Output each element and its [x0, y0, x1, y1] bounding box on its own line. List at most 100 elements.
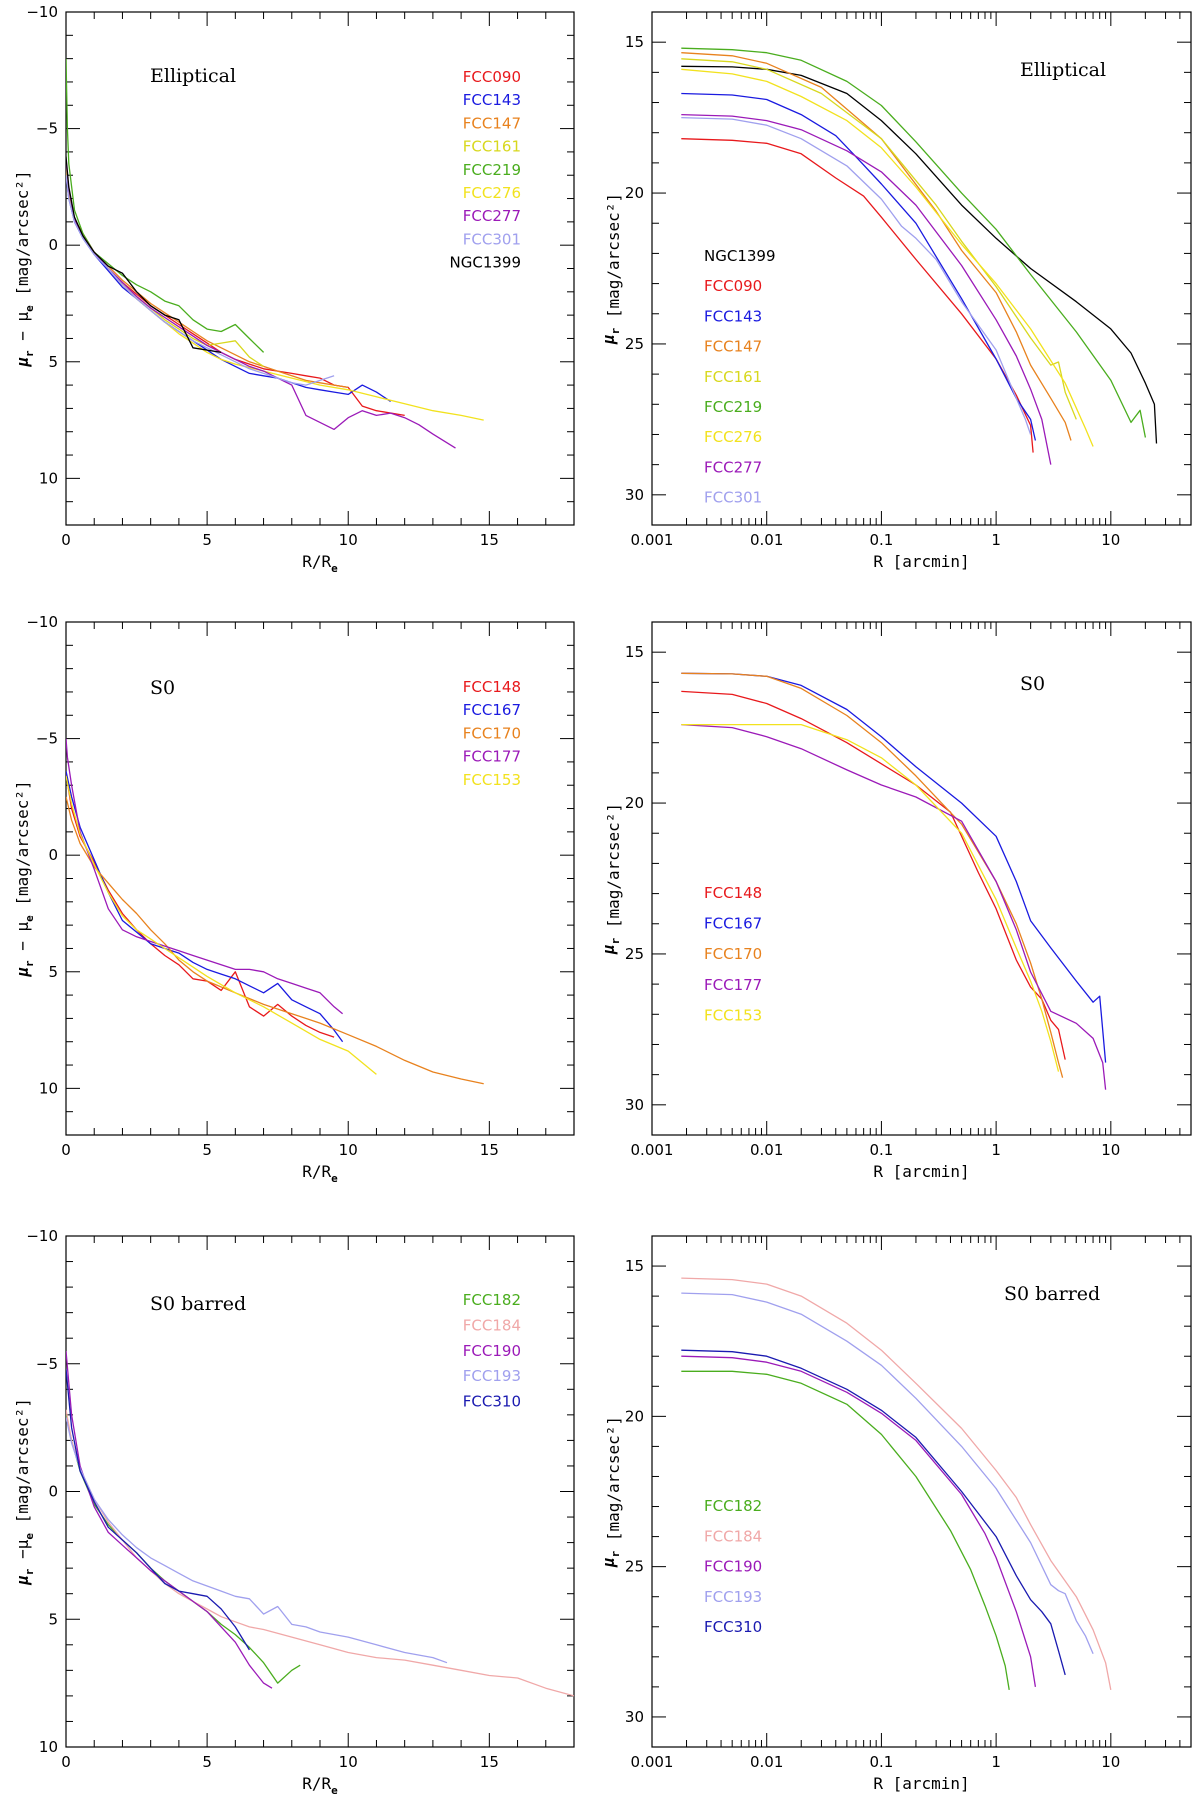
- series-line-fcc170: [66, 796, 484, 1085]
- series-line-fcc167: [681, 672, 1107, 1063]
- series-line-fcc184: [66, 1409, 574, 1697]
- panel-title: Elliptical: [150, 65, 236, 87]
- y-axis-title: μr −μe [mag/arcsec²]: [13, 1398, 36, 1586]
- x-axis-title: R/Re: [302, 1162, 338, 1185]
- series-line-fcc161: [66, 168, 264, 367]
- panel-title: S0 barred: [1004, 1283, 1100, 1305]
- series-line-fcc143: [66, 175, 391, 402]
- legend-entry-fcc276: FCC276: [704, 428, 762, 446]
- x-axis-title: R/Re: [302, 1774, 338, 1797]
- series-line-fcc219: [681, 47, 1147, 438]
- x-tick-label: 1: [991, 1141, 1001, 1159]
- legend-entry-fcc301: FCC301: [704, 489, 762, 507]
- x-tick-label: 0.01: [750, 1141, 783, 1159]
- series-line-fcc167: [66, 771, 344, 1043]
- legend-entry-fcc184: FCC184: [704, 1527, 762, 1545]
- y-tick-label: 10: [39, 1738, 58, 1756]
- legend-entry-fcc153: FCC153: [704, 1006, 762, 1024]
- legend-entry-fcc161: FCC161: [463, 138, 521, 156]
- series-line-fcc219: [66, 58, 265, 353]
- y-tick-label: 0: [48, 1483, 58, 1501]
- series-line-fcc190: [66, 1350, 273, 1689]
- x-tick-label: 15: [480, 531, 499, 549]
- x-tick-label: 10: [1101, 1141, 1120, 1159]
- legend-entry-fcc177: FCC177: [704, 976, 762, 994]
- x-tick-label: 0.001: [631, 531, 674, 549]
- y-tick-label: −10: [26, 1227, 58, 1245]
- panel-title: S0 barred: [150, 1293, 246, 1315]
- legend-entry-fcc161: FCC161: [704, 368, 762, 386]
- y-tick-label: −10: [26, 3, 58, 21]
- plot-frame: [651, 11, 1192, 526]
- legend-entry-ngc1399: NGC1399: [704, 247, 776, 265]
- legend-entry-fcc219: FCC219: [704, 398, 762, 416]
- panel-title: S0: [1020, 673, 1045, 695]
- y-tick-label: 5: [48, 353, 58, 371]
- legend-entry-fcc277: FCC277: [704, 458, 762, 476]
- series-line-fcc090: [66, 163, 405, 417]
- y-tick-label: −5: [36, 730, 58, 748]
- chart-panel-s0-right: 0.001 0.01 0.1 1 10 15 20 25 30 R [arcmin] μr [mag…: [599, 621, 1192, 1181]
- x-tick-label: 0.1: [869, 531, 893, 549]
- y-tick-label: 15: [625, 33, 644, 51]
- series-line-fcc147: [66, 165, 349, 389]
- y-axis-title: μr [mag/arcsec²]: [599, 1416, 623, 1568]
- y-tick-label: 30: [625, 1708, 644, 1726]
- series-line-fcc277: [681, 113, 1052, 465]
- legend-entry-fcc193: FCC193: [704, 1588, 762, 1606]
- y-tick-label: 30: [625, 486, 644, 504]
- x-tick-label: 5: [202, 531, 212, 549]
- y-tick-label: 15: [625, 643, 644, 661]
- series-line-fcc301: [66, 175, 335, 386]
- y-tick-label: 20: [625, 1407, 644, 1425]
- x-axis-title: R [arcmin]: [873, 1774, 969, 1793]
- y-tick-label: −5: [36, 1355, 58, 1373]
- series-line-ngc1399: [681, 65, 1158, 444]
- y-tick-label: 0: [48, 846, 58, 864]
- x-tick-label: 0.001: [631, 1141, 674, 1159]
- series-line-fcc170: [681, 672, 1064, 1078]
- x-tick-label: 5: [202, 1753, 212, 1771]
- series-line-ngc1399: [66, 156, 222, 354]
- y-tick-label: 25: [625, 1558, 644, 1576]
- series-line-fcc147: [681, 52, 1072, 441]
- y-axis-title: μr [mag/arcsec²]: [599, 803, 623, 955]
- series-line-fcc277: [66, 161, 456, 449]
- plot-frame: [65, 621, 575, 1136]
- x-axis-title: R [arcmin]: [873, 1162, 969, 1181]
- series-line-fcc182: [66, 1414, 301, 1684]
- y-tick-label: 5: [48, 1610, 58, 1628]
- y-tick-label: 10: [39, 1079, 58, 1097]
- legend-entry-fcc090: FCC090: [463, 68, 521, 86]
- series-line-fcc153: [66, 775, 377, 1075]
- series-line-fcc161: [681, 58, 1077, 420]
- legend-entry-fcc190: FCC190: [704, 1558, 762, 1576]
- legend-entry-fcc182: FCC182: [704, 1497, 762, 1515]
- legend-entry-fcc310: FCC310: [704, 1618, 762, 1636]
- x-tick-label: 1: [991, 531, 1001, 549]
- panel-title: Elliptical: [1020, 59, 1106, 81]
- y-tick-label: −10: [26, 613, 58, 631]
- legend-entry-ngc1399: NGC1399: [450, 254, 522, 272]
- y-tick-label: 20: [625, 184, 644, 202]
- x-tick-label: 10: [1101, 531, 1120, 549]
- y-axis-title: μr [mag/arcsec²]: [599, 193, 623, 345]
- x-tick-label: 0.1: [869, 1141, 893, 1159]
- y-tick-label: 30: [625, 1096, 644, 1114]
- chart-panel-ell-right: 0.001 0.01 0.1 1 10 15 20 25 30 R [arcmin] μr [mag…: [599, 11, 1192, 571]
- x-tick-label: 10: [339, 1753, 358, 1771]
- series-line-fcc310: [681, 1349, 1066, 1676]
- x-tick-label: 10: [1101, 1753, 1120, 1771]
- series-line-fcc193: [681, 1292, 1094, 1655]
- legend-entry-fcc184: FCC184: [463, 1316, 521, 1334]
- y-tick-label: 15: [625, 1257, 644, 1275]
- y-tick-label: 20: [625, 794, 644, 812]
- legend-entry-fcc148: FCC148: [463, 678, 521, 696]
- y-tick-label: 0: [48, 236, 58, 254]
- series-line-fcc148: [66, 773, 335, 1038]
- series-line-fcc177: [66, 738, 344, 1015]
- x-tick-label: 0: [61, 1141, 71, 1159]
